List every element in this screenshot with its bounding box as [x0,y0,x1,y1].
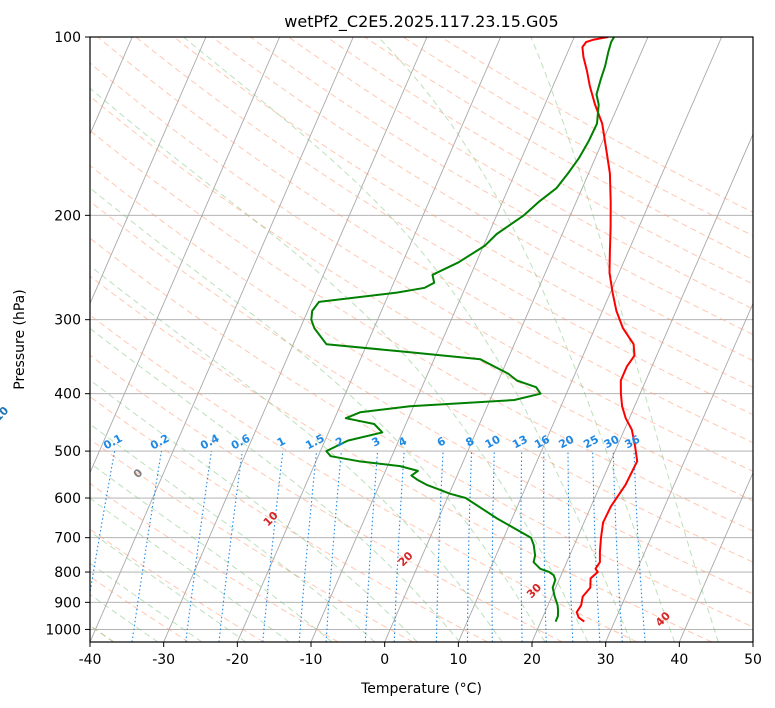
isotherm-line [236,37,502,642]
mixing-ratio-label: 20 [557,433,577,452]
y-tick-label: 400 [54,387,81,403]
mixing-ratio-label: 16 [532,433,552,452]
moist-adiabat [90,265,503,642]
mixing-ratio-line [262,451,284,642]
mixing-ratio-line [325,451,342,642]
moist-adiabat [530,37,719,642]
isotherm-line [90,37,354,642]
x-tick-label: -20 [226,652,249,668]
isotherm-line [163,37,428,642]
y-axis: 100 200 300 400 500 600 700 800 900 1000 [45,30,90,638]
x-tick-label: 40 [670,652,688,668]
x-axis-label: Temperature (°C) [360,681,482,697]
y-tick-label: 100 [54,30,81,46]
mixing-ratio-label: 13 [510,433,530,452]
x-tick-label: -40 [79,652,102,668]
grid-layer [0,37,753,642]
y-tick-label: 300 [54,313,81,329]
mixing-ratio-label: 36 [623,433,643,452]
x-tick-label: 0 [380,652,389,668]
moist-adiabat [90,379,418,642]
isotherm-line [457,37,723,642]
moist-adiabat [90,497,290,642]
temperature-profile-line [575,37,639,623]
dry-adiabat [90,482,339,642]
mixing-ratio-line [218,451,243,642]
plot-frame [89,36,754,643]
y-tick-label: 600 [54,491,81,507]
y-tick-label: 1000 [45,622,81,638]
dry-adiabat [250,37,753,336]
isotherm-line [678,471,753,642]
x-tick-label: 20 [523,652,541,668]
moist-adiabat [90,562,203,642]
moist-adiabat [90,530,246,642]
dry-adiabat [90,62,753,472]
moist-adiabat [90,423,376,642]
mixing-ratio-line [131,451,163,642]
dry-adiabat [90,354,563,642]
dry-adiabat [90,237,753,628]
dry-adiabat [326,37,753,285]
moist-adiabat [377,37,676,642]
y-tick-label: 700 [54,531,81,547]
moist-adiabat [90,462,333,642]
moist-adiabat [183,37,632,642]
mixing-ratio-label: 25 [581,433,601,452]
isotherm-line [531,133,753,642]
dry-adiabat [402,37,753,237]
x-tick-label: 50 [744,652,762,668]
dry-adiabat [97,37,753,444]
mixing-ratio-label: 10 [483,433,503,452]
dry-adiabat [364,37,753,261]
dewpoint-profile-line [310,37,615,622]
dry-adiabat [90,164,753,563]
y-tick-label: 900 [54,595,81,611]
isotherm-line [0,37,59,642]
dry-adiabat [440,37,753,213]
x-axis: -40 -30 -20 -10 0 10 20 30 40 50 [79,642,762,668]
moist-adiabat [90,327,461,642]
data-layer [310,37,639,623]
x-tick-label: 10 [449,652,467,668]
y-tick-label: 500 [54,444,81,460]
dry-adiabat [90,200,753,595]
mixing-ratio-label: 30 [602,433,622,452]
dry-adiabat [90,95,753,502]
x-tick-label: 30 [597,652,615,668]
y-tick-label: 800 [54,565,81,581]
y-tick-label: 200 [54,208,81,224]
dry-adiabat [90,314,638,642]
isotherm-line [90,37,207,305]
moist-adiabat [90,593,159,642]
isotherm-line [90,37,281,474]
dry-adiabat [288,37,753,310]
chart-title: wetPf2_C2E5.2025.117.23.15.G05 [284,12,558,32]
isotherm-line [752,640,753,642]
x-tick-label: -10 [300,652,323,668]
mixing-ratio-line [185,451,213,642]
y-axis-label: Pressure (hPa) [12,289,28,389]
mixing-ratio-line [298,451,318,642]
x-tick-label: -30 [152,652,175,668]
dry-adiabat-label: -10 [0,404,12,427]
isotherm-line [605,302,753,642]
